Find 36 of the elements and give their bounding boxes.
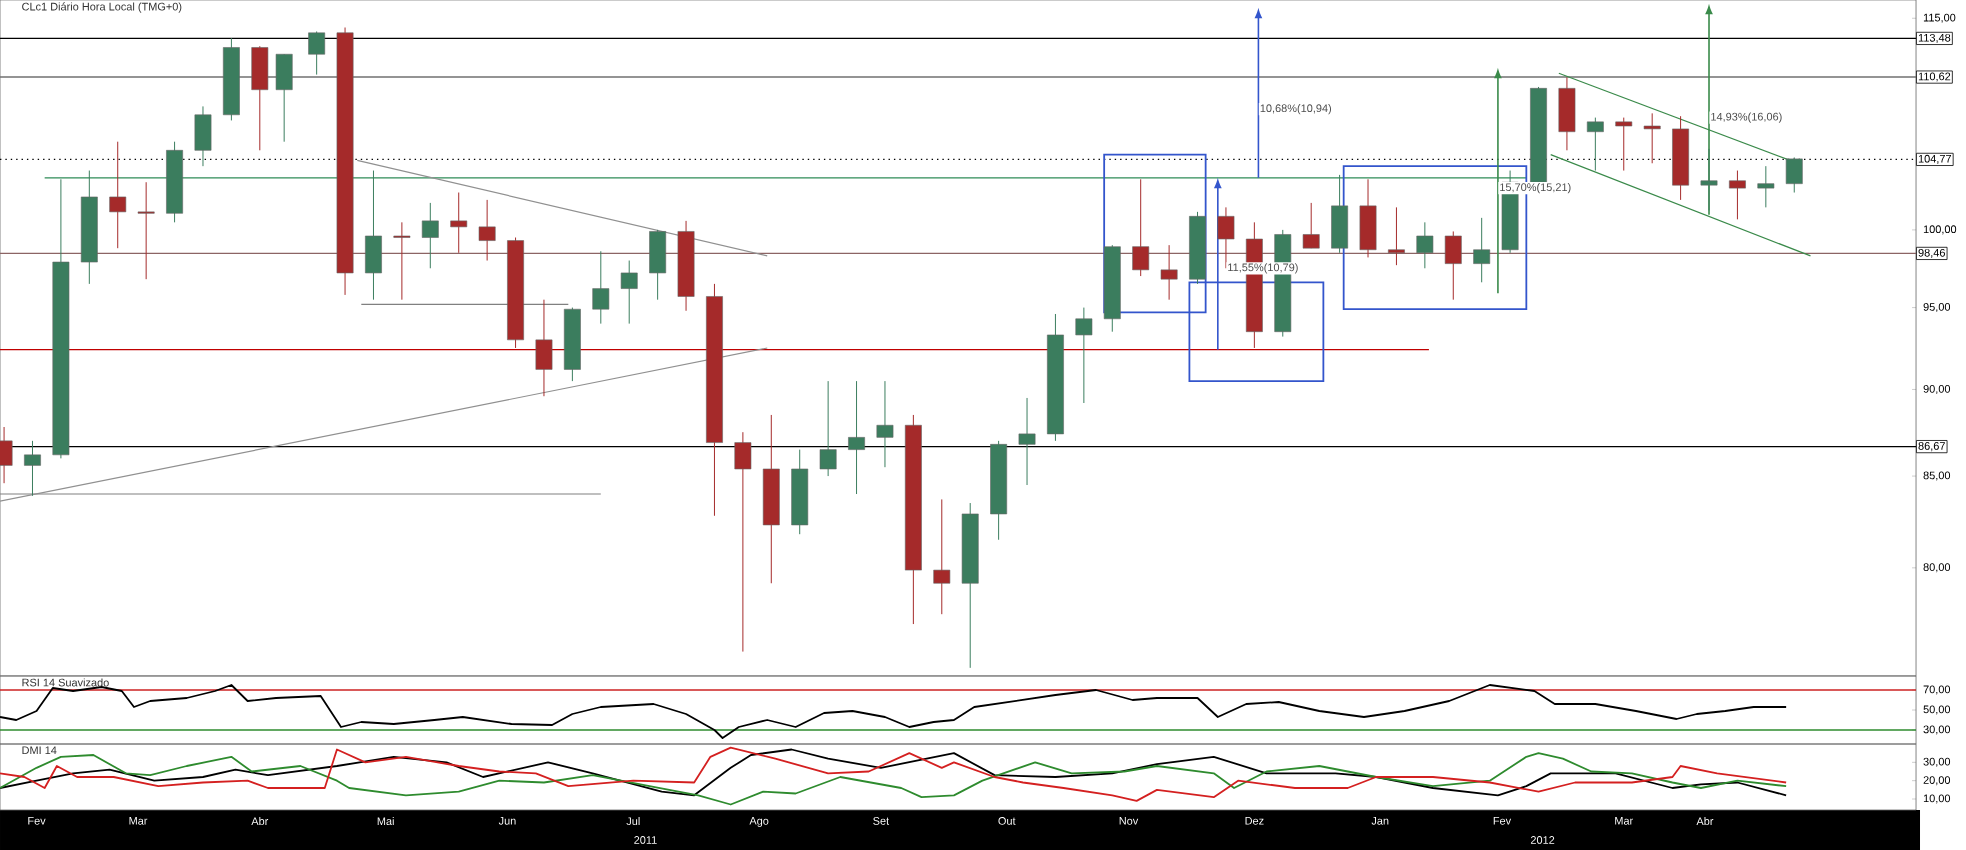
candlestick (819, 380, 837, 477)
candlestick (1473, 217, 1491, 283)
candlestick (1615, 117, 1633, 172)
candlestick (1302, 202, 1320, 249)
candlestick (1359, 178, 1377, 258)
candlestick (194, 105, 212, 167)
candlestick (1444, 230, 1462, 301)
candlestick (933, 498, 951, 615)
candlestick (1331, 174, 1349, 254)
candlestick (1160, 244, 1178, 301)
candlestick (620, 260, 638, 325)
candlestick (1132, 178, 1150, 277)
candlestick (1757, 165, 1775, 208)
candlestick (109, 141, 127, 249)
candlestick (1586, 117, 1604, 172)
candlestick (393, 221, 411, 301)
candlestick (1416, 221, 1434, 269)
candlestick (450, 192, 468, 254)
candlestick (535, 299, 553, 397)
candlestick (1643, 112, 1661, 164)
candlestick (365, 170, 382, 301)
candlestick (24, 440, 41, 497)
candlestick (876, 380, 894, 468)
candlestick (1388, 206, 1405, 266)
candlestick (137, 181, 155, 280)
candlestick (478, 199, 496, 262)
candlestick (649, 229, 667, 301)
candlestick (592, 250, 610, 325)
candlestick (1018, 397, 1036, 486)
candlestick (1700, 148, 1718, 211)
candlestick (1785, 156, 1803, 194)
candlestick (1729, 170, 1746, 220)
candlestick (421, 202, 439, 269)
candlestick (848, 380, 865, 495)
candlestick (734, 431, 752, 653)
candlestick (1075, 307, 1093, 404)
